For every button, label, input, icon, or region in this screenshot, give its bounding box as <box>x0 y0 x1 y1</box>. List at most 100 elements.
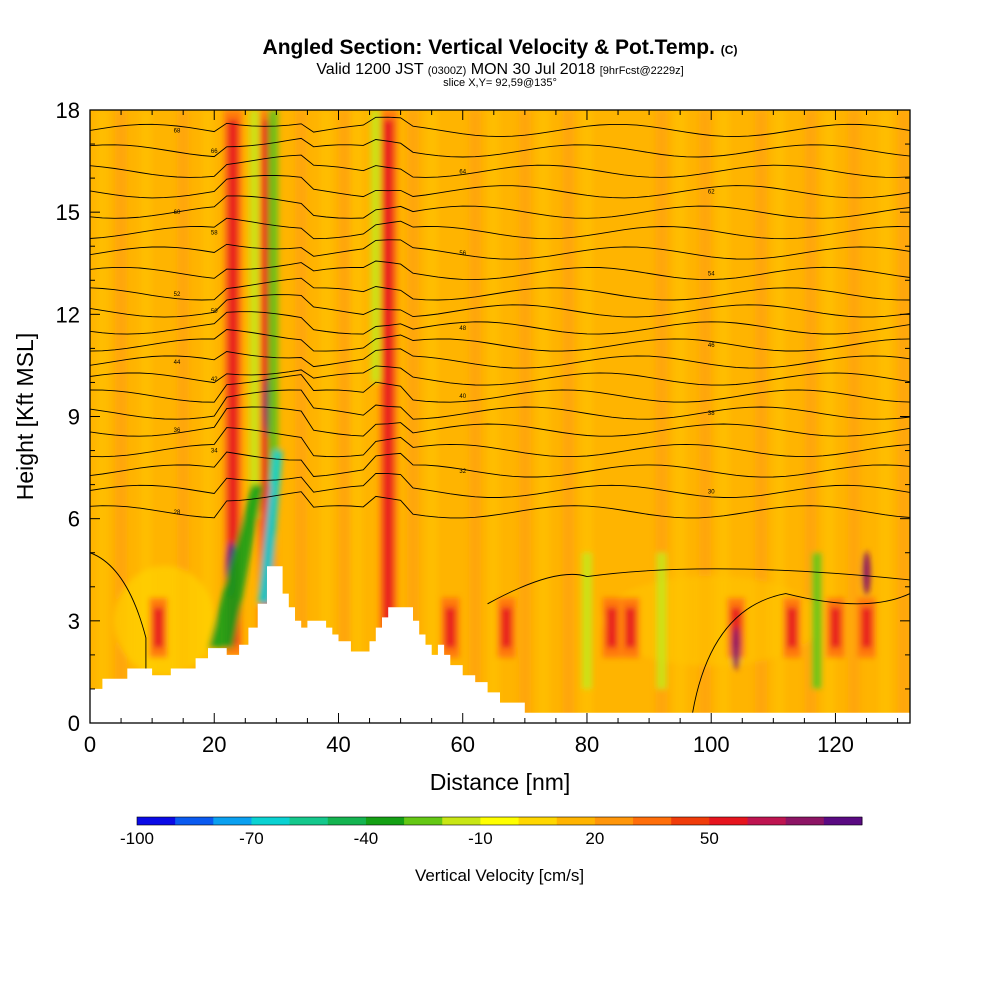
isentrope-label: 52 <box>174 292 181 298</box>
downdraft-band <box>257 450 283 604</box>
colorbar-swatch <box>175 817 214 825</box>
velocity-streak <box>717 110 730 723</box>
x-axis-title: Distance [nm] <box>430 769 571 795</box>
isentropes: 68 66 64 62 60 58 56 54 52 50 48 46 44 42 40 38 36 34 32 30… <box>90 116 910 713</box>
isentrope-line <box>90 277 910 301</box>
updraft-max <box>732 626 741 671</box>
isentrope-line <box>90 365 910 386</box>
colorbar-swatch <box>327 817 367 825</box>
colorbar-swatch <box>785 817 825 825</box>
velocity-streak <box>537 110 550 723</box>
colorbar-label: 20 <box>585 829 604 848</box>
colorbar-swatch <box>709 817 749 825</box>
updraft-core-inner <box>861 607 872 648</box>
colorbar-swatch <box>213 817 252 825</box>
isentrope-line <box>90 329 910 352</box>
velocity-streak <box>487 110 500 723</box>
y-tick-label: 6 <box>68 507 80 532</box>
velocity-streak <box>562 110 575 723</box>
isentrope-line <box>90 389 910 420</box>
chart-valid-time: Valid 1200 JST (0300Z) MON 30 Jul 2018 [… <box>0 61 1000 79</box>
isentrope-line <box>90 217 910 240</box>
isentrope-label: 64 <box>459 169 466 175</box>
colorbar-label: 50 <box>700 829 719 848</box>
chart-title-main: Angled Section: Vertical Velocity & Pot.… <box>262 36 715 59</box>
updraft-core-inner <box>625 607 636 648</box>
updraft-core-inner <box>227 120 238 645</box>
colorbar-swatch <box>518 817 558 825</box>
velocity-streak <box>407 110 420 723</box>
valid-date: MON 30 Jul 2018 <box>470 61 596 78</box>
isentrope-line <box>90 137 910 158</box>
y-axis-title: Height [Kft MSL] <box>12 333 38 500</box>
colorbar-swatch <box>365 817 405 825</box>
velocity-streak <box>879 110 892 723</box>
velocity-streak <box>518 110 531 723</box>
isentrope-line <box>90 294 910 318</box>
x-tick-label: 40 <box>326 732 350 757</box>
y-tick-label: 15 <box>56 200 80 225</box>
isentrope-label: 34 <box>211 449 218 455</box>
valid-forecast: [9hrFcst@2229z] <box>599 65 684 77</box>
velocity-streak <box>96 110 109 723</box>
colorbar-title: Vertical Velocity [cm/s] <box>415 866 584 885</box>
isentrope-line <box>90 175 910 199</box>
downdraft-band <box>370 110 381 383</box>
chart-title-unit: (C) <box>720 43 738 57</box>
colorbar-swatch <box>137 817 176 825</box>
colorbar-swatch <box>251 817 291 825</box>
updraft-core-inner <box>830 607 841 648</box>
velocity-streak <box>469 110 482 723</box>
isentrope-line <box>90 427 910 458</box>
isentrope-label: 48 <box>459 326 466 332</box>
isentrope-line <box>90 311 910 335</box>
colorbar-label: -10 <box>468 829 493 848</box>
terrain <box>90 566 910 723</box>
x-tick-label: 120 <box>817 732 854 757</box>
isentrope-line <box>90 260 910 281</box>
valid-prefix: Valid 1200 JST <box>316 61 424 78</box>
y-tick-label: 0 <box>68 711 80 736</box>
isentrope-line <box>90 451 910 478</box>
low-level-contour <box>90 552 147 669</box>
isentrope-label: 56 <box>459 251 466 257</box>
downdraft-band <box>581 552 592 689</box>
downdraft-band <box>249 110 260 519</box>
downdraft-band <box>208 484 264 649</box>
isentrope-line <box>90 406 910 437</box>
colorbar-swatch <box>289 817 329 825</box>
isentrope-line <box>90 154 910 178</box>
colorbar-frame <box>136 816 863 826</box>
updraft-core-inner <box>153 607 164 648</box>
isentrope-label: 54 <box>708 271 715 277</box>
isentrope-line <box>90 195 910 219</box>
updraft-core-inner <box>606 607 617 648</box>
low-level-contour <box>692 593 910 713</box>
isentrope-line <box>90 374 910 403</box>
colorbar-swatch <box>442 817 481 825</box>
updraft-core-inner <box>786 607 797 648</box>
velocity-streak <box>699 110 711 723</box>
x-tick-label: 0 <box>84 732 96 757</box>
downdraft-band <box>811 552 822 689</box>
velocity-streak <box>115 110 128 723</box>
isentrope-label: 68 <box>174 128 181 134</box>
low-level-contour <box>487 568 910 605</box>
isentrope-label: 42 <box>211 377 218 383</box>
y-tick-label: 3 <box>68 609 80 634</box>
isentrope-label: 66 <box>211 149 218 155</box>
downdraft-band <box>268 110 279 485</box>
isentrope-label: 40 <box>459 394 466 400</box>
velocity-streak <box>320 110 333 723</box>
updraft-core-inner <box>383 120 394 645</box>
valid-utc: (0300Z) <box>427 65 467 77</box>
colorbar-swatch <box>823 817 863 825</box>
velocity-patch <box>601 575 822 666</box>
colorbar-label: -70 <box>239 829 264 848</box>
velocity-streak <box>351 110 364 723</box>
updraft-core-inner <box>445 607 456 648</box>
slice-info: slice X,Y= 92,59@135° <box>443 77 557 89</box>
plot-field: 68 66 64 62 60 58 56 54 52 50 48 46 44 42 40 38 36 34 32 30… <box>90 110 910 723</box>
colorbar-label: -100 <box>120 829 154 848</box>
